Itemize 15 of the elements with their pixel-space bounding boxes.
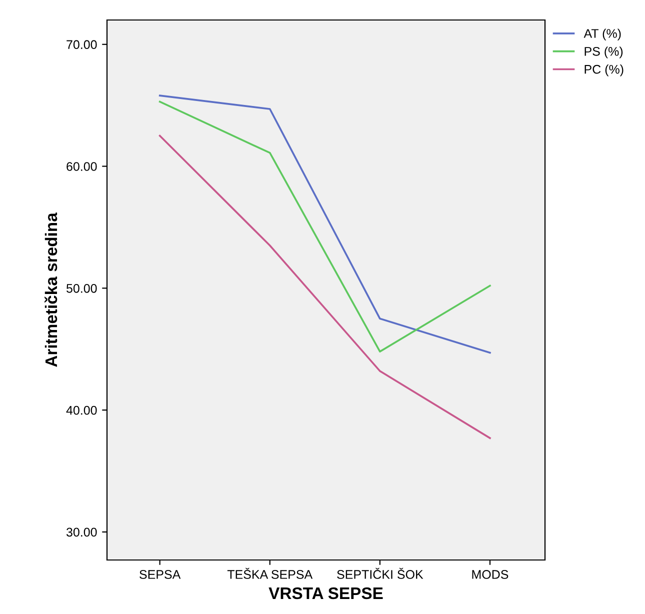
y-axis-title: Aritmetička sredina <box>44 212 58 367</box>
line-series <box>158 134 491 440</box>
x-tick-label: MODS <box>472 570 508 579</box>
y-tick-label: 50.00 <box>66 284 97 293</box>
y-tick-label: 40.00 <box>66 406 97 415</box>
y-tick-label: 70.00 <box>66 40 97 50</box>
x-tick-label: SEPTIČKI ŠOK <box>337 568 424 579</box>
y-tick-label: 60.00 <box>66 162 97 171</box>
y-tick-label: 30.00 <box>66 528 97 537</box>
x-axis-title: VRSTA SEPSE <box>268 587 383 600</box>
x-tick-label: SEPSA <box>140 570 181 579</box>
legend-label: AT (%) <box>584 28 621 40</box>
x-tick-label: TEŠKA SEPSA <box>227 568 313 579</box>
legend-label: PC (%) <box>584 64 624 76</box>
legend-label: PS (%) <box>584 46 623 58</box>
